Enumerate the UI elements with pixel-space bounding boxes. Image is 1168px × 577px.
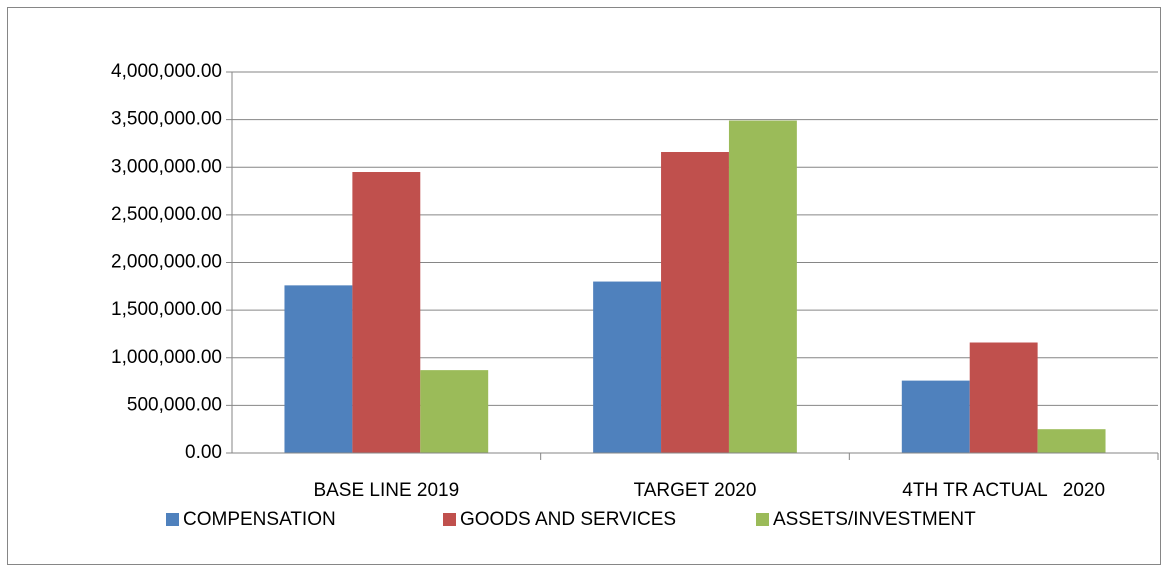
y-tick-label: 2,500,000.00: [111, 204, 222, 225]
y-tick-label: 500,000.00: [127, 394, 222, 415]
bar: [352, 172, 421, 453]
chart-border: [7, 7, 1161, 565]
x-tick-label: 4TH TR ACTUAL 2020: [902, 480, 1105, 501]
bar: [420, 370, 489, 453]
y-tick-label: 4,000,000.00: [111, 61, 222, 82]
x-tick-label: BASE LINE 2019: [313, 480, 459, 501]
bar: [593, 281, 662, 453]
y-tick-label: 0.00: [185, 442, 222, 463]
legend-swatch: [443, 513, 456, 526]
y-tick-label: 3,500,000.00: [111, 109, 222, 130]
bar: [728, 120, 797, 453]
y-tick-label: 2,000,000.00: [111, 252, 222, 273]
legend-swatch: [756, 513, 769, 526]
legend-label: GOODS AND SERVICES: [460, 509, 676, 530]
x-tick-label: TARGET 2020: [634, 480, 757, 501]
legend-swatch: [166, 513, 179, 526]
bar: [901, 380, 970, 453]
legend-label: COMPENSATION: [183, 509, 336, 530]
bar: [284, 285, 353, 453]
y-tick-label: 1,000,000.00: [111, 347, 222, 368]
bar: [661, 152, 729, 453]
bar: [1037, 429, 1106, 453]
y-tick-label: 3,000,000.00: [111, 156, 222, 177]
bar: [969, 342, 1038, 453]
y-tick-label: 1,500,000.00: [111, 299, 222, 320]
legend-label: ASSETS/INVESTMENT: [773, 509, 976, 530]
